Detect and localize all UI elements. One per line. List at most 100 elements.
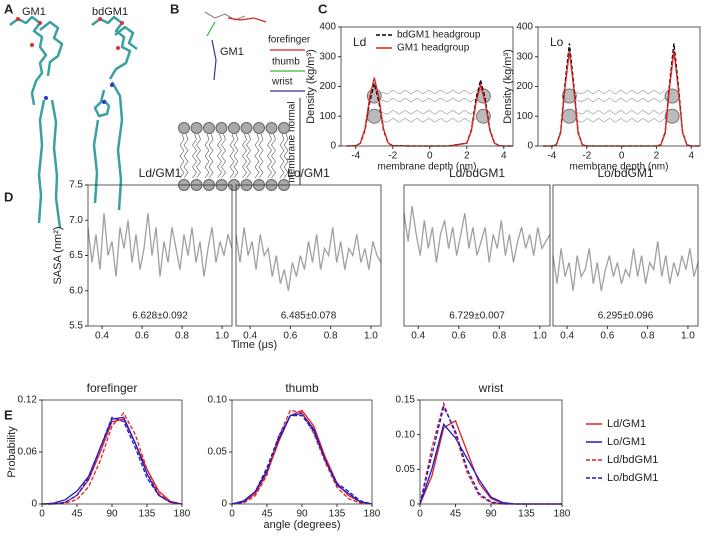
series-line — [231, 412, 373, 505]
chart-title: Lo/GM1 — [287, 166, 330, 180]
y-tick-label: 0 — [409, 499, 415, 510]
y-tick-label: 0.05 — [208, 447, 228, 458]
molecule-label: GM1 — [22, 6, 46, 18]
x-tick-label: 4 — [689, 151, 695, 162]
lipid-head — [561, 88, 577, 104]
lipid-head — [228, 122, 240, 134]
glycan-label: GM1 — [220, 46, 244, 58]
series-line — [231, 414, 373, 505]
x-tick-label: 135 — [139, 509, 156, 520]
series-line — [42, 416, 183, 505]
x-tick-label: 0.4 — [95, 331, 109, 342]
legend-label: Ld/GM1 — [607, 418, 646, 430]
x-tick-label: -4 — [547, 151, 556, 162]
x-tick-label: -2 — [388, 151, 397, 162]
plot-frame — [41, 399, 183, 505]
y-tick-label: 6.0 — [69, 285, 83, 296]
x-tick-label: 180 — [364, 509, 381, 520]
x-tick-label: 0.6 — [452, 331, 466, 342]
x-tick-label: 0.8 — [641, 331, 655, 342]
lipid-tail — [267, 133, 272, 179]
x-tick-label: 2 — [464, 151, 470, 162]
y-axis-label: Density (kg/m³) — [305, 49, 317, 124]
legend-label: Lo/bdGM1 — [607, 472, 658, 484]
y-tick-label: 0 — [527, 141, 533, 152]
annotation: 6.729±0.007 — [449, 311, 505, 322]
molecule-label: bdGM1 — [92, 6, 128, 18]
lipid-tail — [381, 97, 477, 103]
y-tick-label: 0 — [330, 141, 336, 152]
lipid-tail — [233, 133, 239, 179]
lipid-tail — [217, 133, 222, 179]
lipid-tail — [246, 133, 251, 179]
annotation: 6.295±0.096 — [598, 311, 654, 322]
chart-title: wrist — [478, 381, 504, 395]
lipid-tail — [192, 133, 197, 179]
x-tick-label: 45 — [71, 509, 83, 520]
lipid-tail — [381, 117, 477, 123]
chart-title: forefinger — [87, 381, 138, 395]
lipid-head — [278, 122, 290, 134]
vector-label: wrist — [271, 77, 293, 88]
lipid-tail — [229, 133, 235, 179]
lipid-tail — [381, 89, 477, 95]
y-tick-label: 300 — [319, 51, 336, 62]
series-line — [552, 241, 699, 291]
lipid-tail — [576, 109, 666, 115]
y-tick-label: 7.0 — [69, 215, 83, 226]
chart-title: Lo/bdGM1 — [597, 166, 653, 180]
x-tick-label: 0.8 — [324, 331, 338, 342]
x-tick-label: 0.6 — [135, 331, 149, 342]
y-tick-label: 7.5 — [69, 180, 83, 191]
x-tick-label: 90 — [296, 509, 308, 520]
x-axis-label: Time (μs) — [231, 339, 277, 351]
lipid-head — [190, 122, 203, 134]
annotation: 6.628±0.092 — [132, 311, 188, 322]
legend-label: bdGM1 headgroup — [397, 30, 481, 41]
glycan-sketch — [204, 11, 267, 81]
normal-label: membrane normal — [287, 101, 298, 182]
bilayer — [178, 122, 290, 191]
series-line — [235, 227, 382, 291]
lipid-tail — [576, 117, 666, 123]
lipid-tail — [576, 89, 666, 95]
series-line — [419, 401, 562, 505]
x-axis-label: membrane depth (nm) — [570, 162, 669, 173]
panel-label: A — [4, 1, 14, 16]
panel-label: D — [4, 189, 13, 204]
lipid-head — [253, 122, 265, 134]
x-tick-label: 4 — [501, 151, 507, 162]
plot-frame — [87, 184, 233, 327]
x-tick-label: 2 — [654, 151, 660, 162]
lipid-head — [203, 122, 215, 134]
x-tick-label: 180 — [554, 509, 571, 520]
x-tick-label: 90 — [106, 509, 118, 520]
y-tick-label: 0 — [221, 499, 227, 510]
x-tick-label: 135 — [329, 509, 346, 520]
x-tick-label: 1.0 — [215, 331, 229, 342]
chart-title: Ld/GM1 — [139, 166, 182, 180]
lipid-head — [664, 88, 680, 104]
y-tick-label: 400 — [516, 22, 533, 33]
y-tick-label: 300 — [516, 51, 533, 62]
y-tick-label: 400 — [319, 22, 336, 33]
x-tick-label: 45 — [261, 509, 273, 520]
x-tick-label: 1.0 — [533, 331, 547, 342]
y-tick-label: 0 — [31, 499, 37, 510]
membrane-sketch — [366, 88, 491, 124]
x-tick-label: 0.8 — [492, 331, 506, 342]
lipid-tail — [242, 133, 247, 179]
x-axis-label: angle (degrees) — [263, 519, 340, 531]
x-tick-label: 1.0 — [681, 331, 695, 342]
legend-label: Ld/bdGM1 — [607, 454, 658, 466]
atoms — [16, 17, 124, 50]
x-tick-label: 0.8 — [175, 331, 189, 342]
lipid-tail — [254, 133, 260, 179]
x-tick-label: 0 — [417, 509, 423, 520]
y-tick-label: 0.10 — [208, 395, 228, 406]
annotation: Ld — [353, 35, 366, 49]
lipid-tail — [576, 97, 666, 103]
x-tick-label: -4 — [351, 151, 360, 162]
lipid-tail — [196, 133, 201, 179]
x-tick-label: 45 — [450, 509, 462, 520]
